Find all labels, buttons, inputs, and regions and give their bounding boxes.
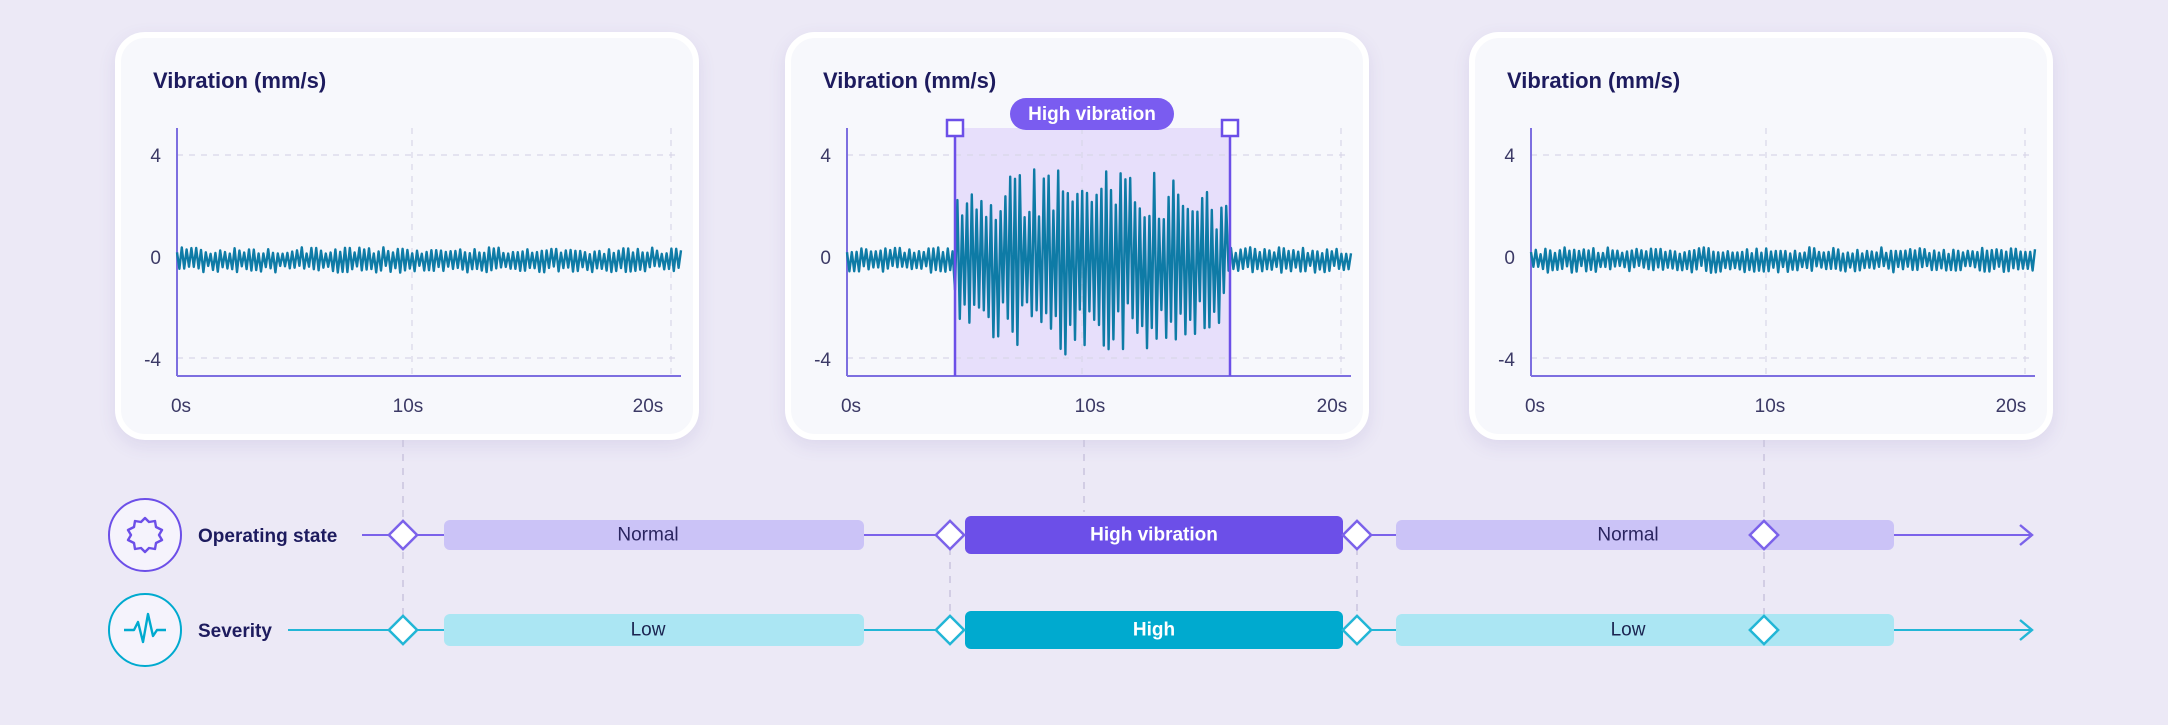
severity-marker[interactable] bbox=[387, 614, 419, 646]
x-tick-label: 10s bbox=[1755, 396, 1786, 417]
signal-line bbox=[175, 246, 683, 274]
segment-high[interactable] bbox=[965, 611, 1343, 649]
x-tick-label: 0s bbox=[841, 396, 861, 417]
state-marker[interactable] bbox=[1341, 519, 1373, 551]
region-end-handle[interactable] bbox=[1220, 118, 1240, 138]
segment-label: Low bbox=[631, 620, 666, 641]
x-tick-label: 20s bbox=[633, 396, 664, 417]
severity-marker[interactable] bbox=[934, 614, 966, 646]
x-tick-label: 20s bbox=[1996, 396, 2027, 417]
x-tick-label: 20s bbox=[1317, 396, 1348, 417]
segment-normal[interactable] bbox=[444, 520, 864, 550]
lane-label-severity: Severity bbox=[198, 621, 272, 642]
segment-label: High bbox=[1133, 620, 1175, 641]
segment-label: Normal bbox=[1597, 525, 1658, 546]
segment-low[interactable] bbox=[444, 614, 864, 646]
operating-state-icon-circle bbox=[108, 498, 182, 572]
lane-severity: Severity Low High Low bbox=[108, 593, 2034, 667]
chart-card-3: Vibration (mm/s) 4 0 -4 0s 10s 20s bbox=[1469, 32, 2053, 440]
y-tick-label: 4 bbox=[150, 146, 161, 167]
chart-card-2: Vibration (mm/s) High vibration 4 0 -4 0… bbox=[785, 32, 1369, 440]
vibration-chart-1: 4 0 -4 0s 10s 20s bbox=[144, 128, 683, 417]
high-vibration-badge-label: High vibration bbox=[1028, 104, 1156, 125]
chart-title: Vibration (mm/s) bbox=[153, 68, 327, 93]
signal-line bbox=[1529, 246, 2037, 274]
gear-icon bbox=[126, 516, 164, 554]
severity-marker[interactable] bbox=[1341, 614, 1373, 646]
x-tick-label: 0s bbox=[171, 396, 191, 417]
vibration-chart-3: 4 0 -4 0s 10s 20s bbox=[1498, 128, 2037, 417]
region-start-handle[interactable] bbox=[945, 118, 965, 138]
state-marker[interactable] bbox=[934, 519, 966, 551]
y-tick-label: 0 bbox=[150, 248, 161, 269]
high-vibration-badge bbox=[1010, 98, 1174, 130]
y-tick-label: 0 bbox=[1504, 248, 1515, 269]
vibration-chart-2: High vibration 4 0 -4 0s 10s 20s bbox=[814, 98, 1353, 417]
lane-label-operating-state: Operating state bbox=[198, 526, 337, 547]
state-marker[interactable] bbox=[1748, 519, 1780, 551]
segment-label: High vibration bbox=[1090, 525, 1218, 546]
chart-title: Vibration (mm/s) bbox=[823, 68, 997, 93]
signal-line bbox=[845, 168, 1353, 356]
segment-high-vibration[interactable] bbox=[965, 516, 1343, 554]
segment-label: Low bbox=[1611, 620, 1646, 641]
state-marker[interactable] bbox=[387, 519, 419, 551]
x-tick-label: 10s bbox=[393, 396, 424, 417]
y-tick-label: 0 bbox=[820, 248, 831, 269]
segment-label: Normal bbox=[617, 525, 678, 546]
arrow-head-icon bbox=[2019, 524, 2034, 546]
pulse-icon bbox=[124, 612, 166, 644]
x-tick-label: 0s bbox=[1525, 396, 1545, 417]
y-tick-label: -4 bbox=[814, 350, 831, 371]
arrow-head-icon bbox=[2019, 619, 2034, 641]
y-tick-label: 4 bbox=[1504, 146, 1515, 167]
y-tick-label: -4 bbox=[1498, 350, 1515, 371]
chart-title: Vibration (mm/s) bbox=[1507, 68, 1681, 93]
chart-card-1: Vibration (mm/s) 4 0 -4 0s 10s 20s bbox=[115, 32, 699, 440]
x-tick-label: 10s bbox=[1075, 396, 1106, 417]
lane-operating-state: Operating state Normal High vibration No… bbox=[108, 498, 2034, 572]
y-tick-label: -4 bbox=[144, 350, 161, 371]
severity-marker[interactable] bbox=[1748, 614, 1780, 646]
y-tick-label: 4 bbox=[820, 146, 831, 167]
